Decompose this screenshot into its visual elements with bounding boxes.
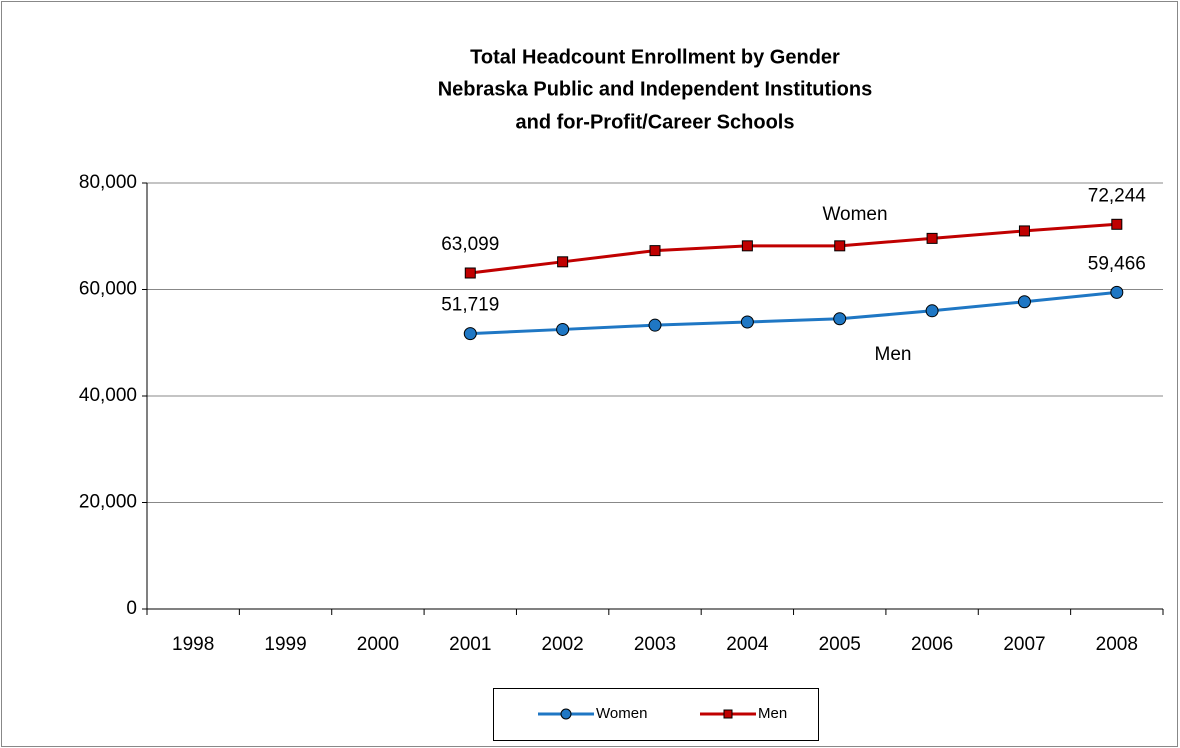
annotation: Men [875,344,912,365]
line [470,222,1117,275]
marker [834,240,846,252]
data-label: 51,719 [441,295,499,316]
marker [1110,285,1124,299]
x-tick-label: 2005 [819,634,861,655]
y-tick-label: 40,000 [79,385,137,406]
marker [833,312,847,326]
marker [1018,225,1030,237]
data-label: 72,244 [1088,185,1147,206]
annotation: Women [822,204,887,225]
marker [556,322,570,336]
x-tick-label: 2007 [1003,634,1045,655]
legend-label: Men [758,705,787,722]
legend-marker [723,709,733,719]
marker [464,267,476,279]
x-tick-label: 2004 [726,634,769,655]
x-tick-label: 2003 [634,634,676,655]
chart-title: Nebraska Public and Independent Institut… [438,78,873,100]
legend-label: Women [596,705,647,722]
x-tick-label: 2001 [449,634,491,655]
x-tick-label: 2006 [911,634,953,655]
marker [557,256,569,268]
y-tick-label: 60,000 [79,279,137,300]
marker [1017,295,1031,309]
marker [1111,218,1123,230]
marker [649,245,661,257]
y-tick-label: 80,000 [79,172,137,193]
x-tick-label: 1998 [172,634,214,655]
data-label: 59,466 [1088,253,1146,274]
marker [925,304,939,318]
marker [648,318,662,332]
chart-title: Total Headcount Enrollment by Gender [470,46,840,68]
marker [463,327,477,341]
y-tick-label: 20,000 [79,492,137,513]
x-tick-label: 1999 [264,634,306,655]
x-tick-label: 2002 [541,634,583,655]
marker [741,240,753,252]
x-tick-label: 2008 [1096,634,1138,655]
y-tick-label: 0 [126,598,137,619]
marker [740,315,754,329]
x-tick-label: 2000 [357,634,399,655]
line [470,290,1117,336]
marker [926,232,938,244]
legend-marker [560,708,572,720]
chart-title: and for-Profit/Career Schools [516,111,795,133]
data-label: 63,099 [441,234,499,255]
